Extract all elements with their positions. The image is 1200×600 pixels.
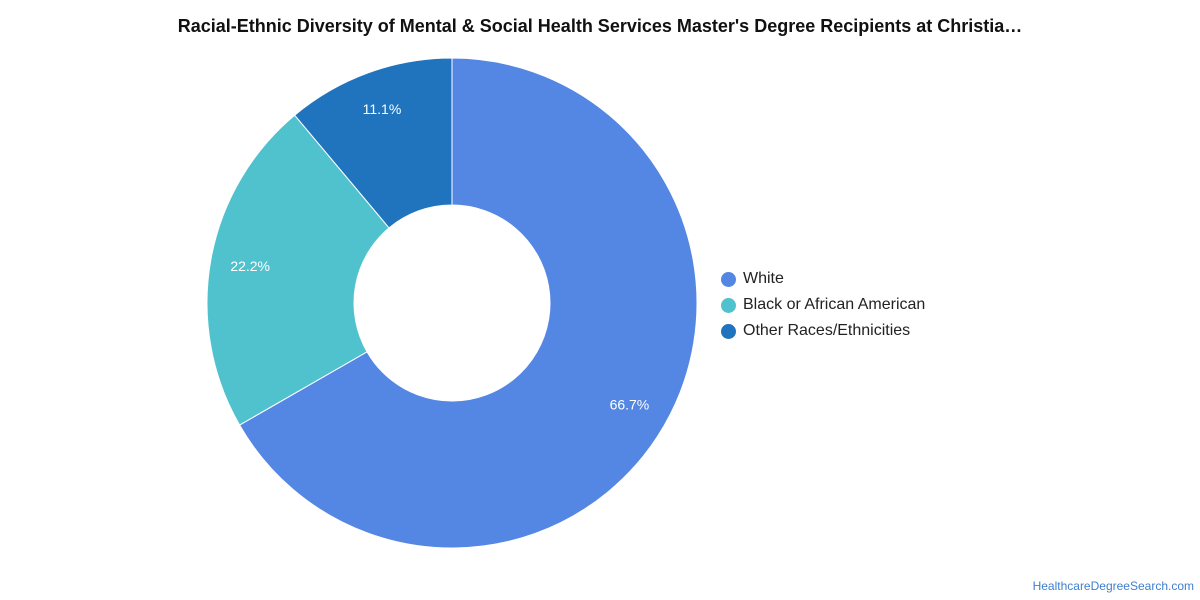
legend: White Black or African American Other Ra… bbox=[721, 266, 925, 344]
donut-slice-white[interactable] bbox=[238, 57, 698, 549]
slice-value-label-other-races-ethnicities: 11.1% bbox=[363, 101, 402, 117]
legend-item-other-races[interactable]: Other Races/Ethnicities bbox=[721, 318, 925, 344]
legend-item-black-or-african-american[interactable]: Black or African American bbox=[721, 292, 925, 318]
donut-slice-black-or-african-american[interactable] bbox=[206, 114, 390, 426]
legend-swatch-white bbox=[721, 271, 736, 287]
source-link[interactable]: HealthcareDegreeSearch.com bbox=[1032, 579, 1194, 593]
legend-label-black-or-african-american: Black or African American bbox=[743, 296, 926, 313]
chart-title: Racial-Ethnic Diversity of Mental & Soci… bbox=[177, 16, 1023, 36]
slice-value-label-black-or-african-american: 22.2% bbox=[230, 258, 270, 274]
legend-label-white: White bbox=[743, 270, 784, 287]
legend-item-white[interactable]: White bbox=[721, 266, 925, 292]
donut-slice-other-races-ethnicities[interactable] bbox=[293, 57, 453, 229]
legend-swatch-black-or-african-american bbox=[721, 297, 736, 313]
slice-value-label-white: 66.7% bbox=[610, 396, 650, 412]
legend-swatch-other-races bbox=[721, 323, 736, 339]
legend-label-other-races: Other Races/Ethnicities bbox=[743, 322, 911, 339]
